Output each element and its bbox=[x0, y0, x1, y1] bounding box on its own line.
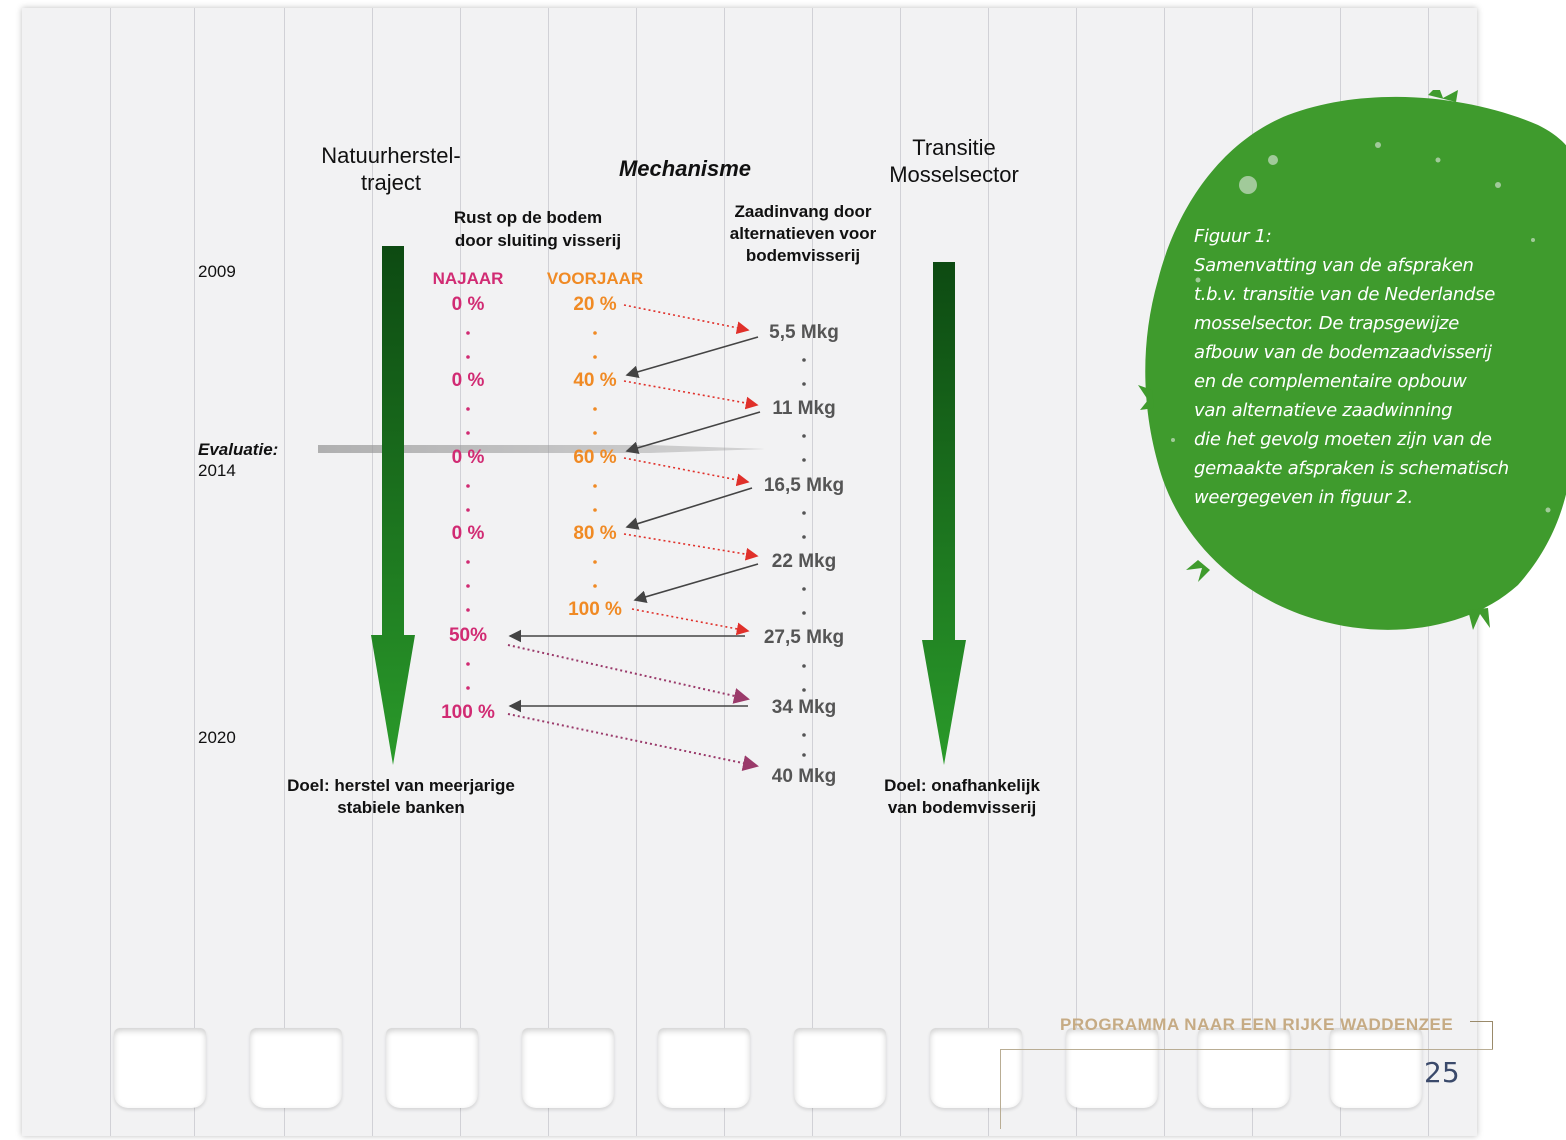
voorjaar-dots bbox=[593, 331, 597, 588]
year-start: 2009 bbox=[198, 262, 236, 281]
center-header: Mechanisme bbox=[619, 156, 751, 181]
purple-dotted-arrows bbox=[507, 644, 759, 771]
footer-rule bbox=[1470, 1021, 1493, 1022]
voorjaar-value: 80 % bbox=[573, 523, 616, 544]
footer-rule bbox=[1492, 1021, 1493, 1049]
caption-line: Samenvatting van de afspraken bbox=[1194, 255, 1474, 276]
caption-line: t.b.v. transitie van de Nederlandse bbox=[1194, 284, 1495, 305]
left-sub-line-2: door sluiting visserij bbox=[455, 231, 621, 250]
right-header-line-1: Transitie bbox=[912, 135, 996, 160]
voorjaar-header: VOORJAAR bbox=[547, 269, 643, 288]
caption-line: afbouw van de bodemzaadvisserij bbox=[1194, 342, 1492, 363]
najaar-value: 0 % bbox=[452, 447, 485, 468]
binder-hole bbox=[658, 1028, 750, 1108]
binder-hole bbox=[250, 1028, 342, 1108]
najaar-dots bbox=[466, 331, 470, 690]
binder-hole bbox=[522, 1028, 614, 1108]
green-paint-badge bbox=[1138, 90, 1566, 630]
voorjaar-value: 20 % bbox=[573, 294, 616, 315]
caption-line: gemaakte afspraken is schematisch bbox=[1194, 458, 1509, 479]
mkg-value: 27,5 Mkg bbox=[764, 627, 844, 648]
mkg-value: 34 Mkg bbox=[772, 697, 836, 718]
right-sub-line-2: alternatieven voor bbox=[730, 224, 877, 243]
goal-right-line-2: van bodemvisserij bbox=[888, 798, 1036, 817]
caption-line: weergegeven in figuur 2. bbox=[1194, 487, 1413, 508]
najaar-value: 0 % bbox=[452, 523, 485, 544]
footer-title: PROGRAMMA NAAR EEN RIJKE WADDENZEE bbox=[1060, 1015, 1454, 1034]
evaluation-band bbox=[318, 445, 765, 453]
binder-hole bbox=[1330, 1028, 1422, 1108]
left-sub-line-1: Rust op de bodem bbox=[454, 208, 602, 227]
figure-caption: Figuur 1: Samenvatting van de afspraken … bbox=[1194, 222, 1554, 512]
voorjaar-value: 40 % bbox=[573, 370, 616, 391]
caption-line: van alternatieve zaadwinning bbox=[1194, 400, 1453, 421]
right-header-line-2: Mosselsector bbox=[889, 162, 1019, 187]
najaar-header: NAJAAR bbox=[433, 269, 504, 288]
binder-hole bbox=[1066, 1028, 1158, 1108]
caption-line: die het gevolg moeten zijn van de bbox=[1194, 429, 1492, 450]
goal-left-line-2: stabiele banken bbox=[337, 798, 465, 817]
mkg-value: 40 Mkg bbox=[772, 766, 836, 787]
voorjaar-value: 100 % bbox=[568, 599, 622, 620]
binder-hole bbox=[1198, 1028, 1290, 1108]
evaluation-year: 2014 bbox=[198, 461, 236, 480]
page-number: 25 bbox=[1424, 1056, 1460, 1089]
voorjaar-value: 60 % bbox=[573, 447, 616, 468]
caption-line: mosselsector. De trapsgewijze bbox=[1194, 313, 1459, 334]
right-sub-line-3: bodemvisserij bbox=[746, 246, 860, 265]
red-dotted-arrows bbox=[623, 304, 759, 636]
footer-rule bbox=[1000, 1049, 1493, 1050]
najaar-value: 0 % bbox=[452, 294, 485, 315]
goal-left-line-1: Doel: herstel van meerjarige bbox=[287, 776, 515, 795]
mkg-value: 5,5 Mkg bbox=[769, 322, 839, 343]
evaluation-label: Evaluatie: bbox=[198, 440, 278, 459]
caption-line: Figuur 1: bbox=[1194, 226, 1272, 247]
grey-solid-arrows bbox=[508, 336, 761, 713]
mkg-value: 11 Mkg bbox=[772, 398, 835, 419]
year-end: 2020 bbox=[198, 728, 236, 747]
binder-hole bbox=[114, 1028, 206, 1108]
najaar-value: 100 % bbox=[441, 702, 495, 723]
left-header-line-2: traject bbox=[361, 170, 421, 195]
left-header-line-1: Natuurherstel- bbox=[321, 143, 460, 168]
binder-hole bbox=[930, 1028, 1022, 1108]
mkg-dots bbox=[802, 358, 806, 757]
right-green-arrow bbox=[922, 262, 966, 765]
najaar-value: 0 % bbox=[452, 370, 485, 391]
mkg-value: 22 Mkg bbox=[772, 551, 836, 572]
mkg-value: 16,5 Mkg bbox=[764, 475, 844, 496]
najaar-value: 50% bbox=[449, 625, 487, 646]
left-green-arrow bbox=[371, 246, 415, 765]
goal-right-line-1: Doel: onafhankelijk bbox=[884, 776, 1040, 795]
right-sub-line-1: Zaadinvang door bbox=[735, 202, 872, 221]
binder-hole bbox=[386, 1028, 478, 1108]
footer-rule bbox=[1000, 1049, 1001, 1129]
binder-hole bbox=[794, 1028, 886, 1108]
caption-line: en de complementaire opbouw bbox=[1194, 371, 1467, 392]
